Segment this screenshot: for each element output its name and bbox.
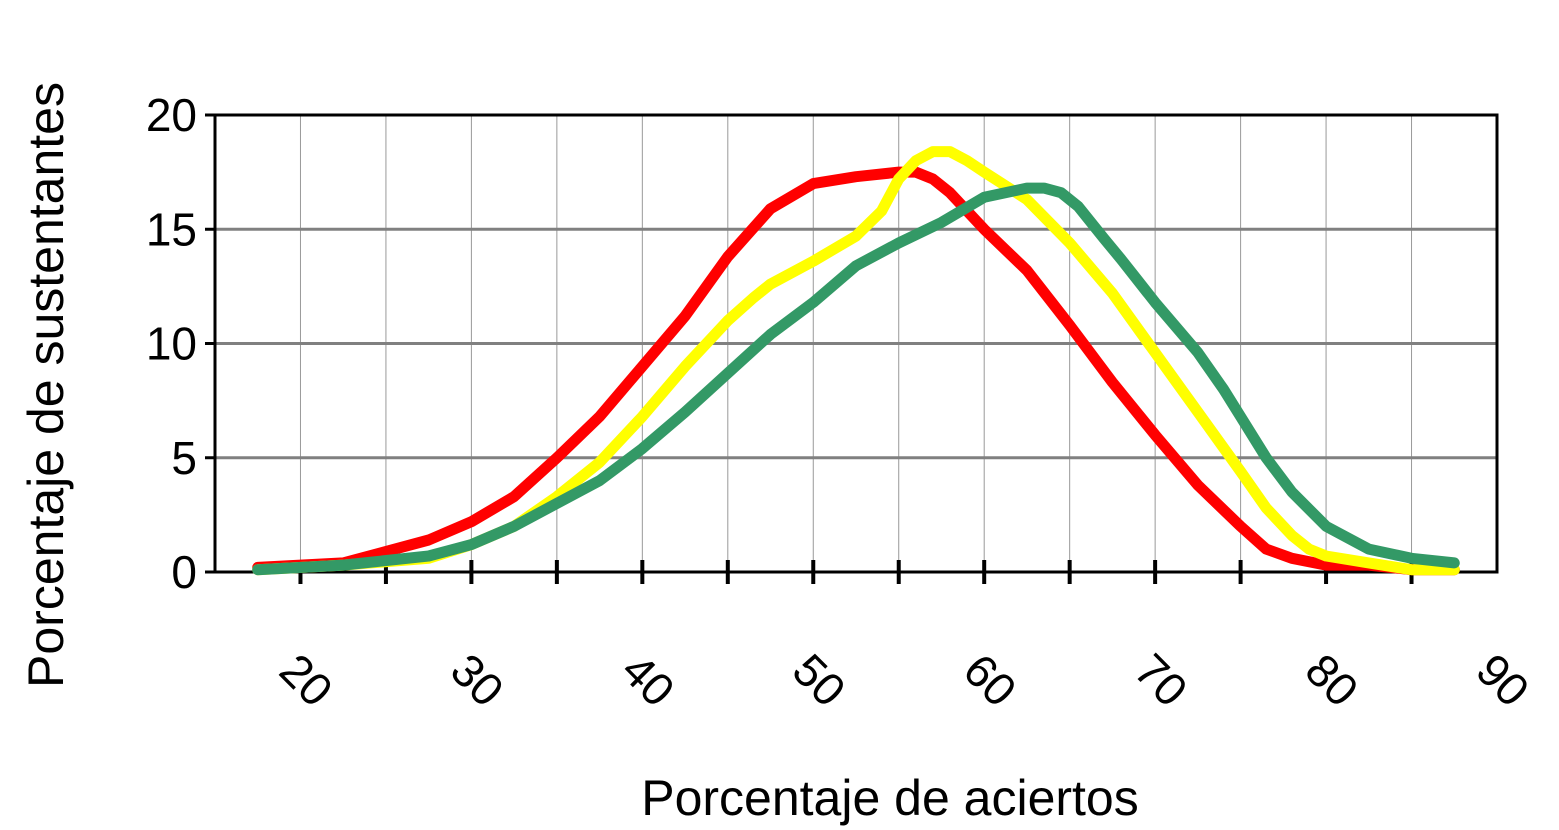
x-tick-label: 60	[954, 644, 1027, 717]
series-lines	[252, 146, 1460, 576]
y-tick-label: 5	[171, 432, 197, 484]
y-axis-title: Porcentaje de sustentantes	[18, 82, 74, 688]
y-tick-label: 15	[146, 203, 197, 255]
series-line-3	[252, 182, 1460, 576]
x-tick-label: 70	[1125, 644, 1198, 717]
x-tick-label: 20	[270, 644, 343, 717]
x-tick-label: 50	[783, 644, 856, 717]
x-axis-tick-labels: 20 30 40 50 60 70 80 90	[270, 644, 1539, 717]
x-tick-label: 40	[612, 644, 685, 717]
y-tick-label: 20	[146, 89, 197, 141]
x-tick-label: 30	[441, 644, 514, 717]
y-tick-label: 10	[146, 318, 197, 370]
x-tick-label: 90	[1467, 644, 1540, 717]
x-tick-label: 80	[1296, 644, 1369, 717]
series-line-2	[252, 146, 1460, 576]
y-axis-tick-labels: 0 5 10 15 20	[146, 89, 215, 598]
x-axis-title: Porcentaje de aciertos	[641, 770, 1139, 826]
series-line-1	[252, 166, 1460, 576]
y-tick-label: 0	[171, 546, 197, 598]
